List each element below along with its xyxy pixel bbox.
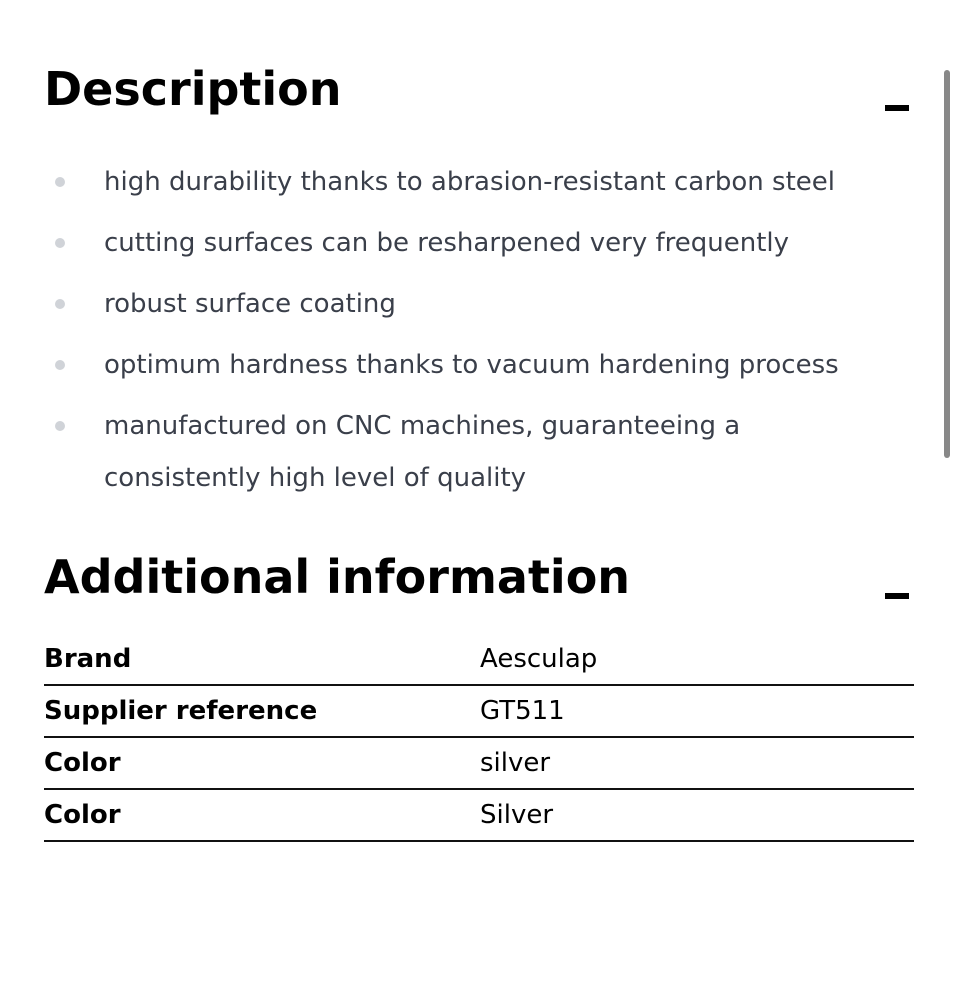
description-list: high durability thanks to abrasion-resis… — [44, 156, 884, 513]
bullet-icon — [55, 238, 65, 248]
row-value: GT511 — [480, 685, 914, 738]
row-label: Color — [44, 737, 480, 790]
list-item: high durability thanks to abrasion-resis… — [44, 156, 884, 208]
row-value: silver — [480, 737, 914, 790]
table-row: Color Silver — [44, 789, 914, 842]
table-row: Brand Aesculap — [44, 634, 914, 686]
description-heading: Description — [44, 62, 342, 116]
bullet-text: manufactured on CNC machines, guaranteei… — [104, 411, 741, 493]
bullet-icon — [55, 360, 65, 370]
bullet-icon — [55, 421, 65, 431]
bullet-text: optimum hardness thanks to vacuum harden… — [104, 350, 839, 380]
bullet-text: high durability thanks to abrasion-resis… — [104, 167, 836, 197]
bullet-icon — [55, 177, 65, 187]
bullet-text: robust surface coating — [104, 289, 396, 319]
row-label: Brand — [44, 634, 480, 686]
list-item: cutting surfaces can be resharpened very… — [44, 217, 884, 269]
row-label: Color — [44, 789, 480, 842]
additional-info-table: Brand Aesculap Supplier reference GT511 Co… — [44, 634, 914, 842]
collapse-additional-icon[interactable] — [885, 593, 909, 599]
row-value: Aesculap — [480, 634, 914, 686]
bullet-text: cutting surfaces can be resharpened very… — [104, 228, 790, 258]
list-item: robust surface coating — [44, 278, 884, 330]
additional-info-heading: Additional information — [44, 550, 631, 604]
scrollbar[interactable] — [944, 70, 950, 458]
list-item: manufactured on CNC machines, guaranteei… — [44, 400, 884, 504]
list-item: optimum hardness thanks to vacuum harden… — [44, 339, 884, 391]
table-row: Supplier reference GT511 — [44, 685, 914, 738]
collapse-description-icon[interactable] — [885, 105, 909, 111]
row-label: Supplier reference — [44, 685, 480, 738]
row-value: Silver — [480, 789, 914, 842]
table-row: Color silver — [44, 737, 914, 790]
bullet-icon — [55, 299, 65, 309]
